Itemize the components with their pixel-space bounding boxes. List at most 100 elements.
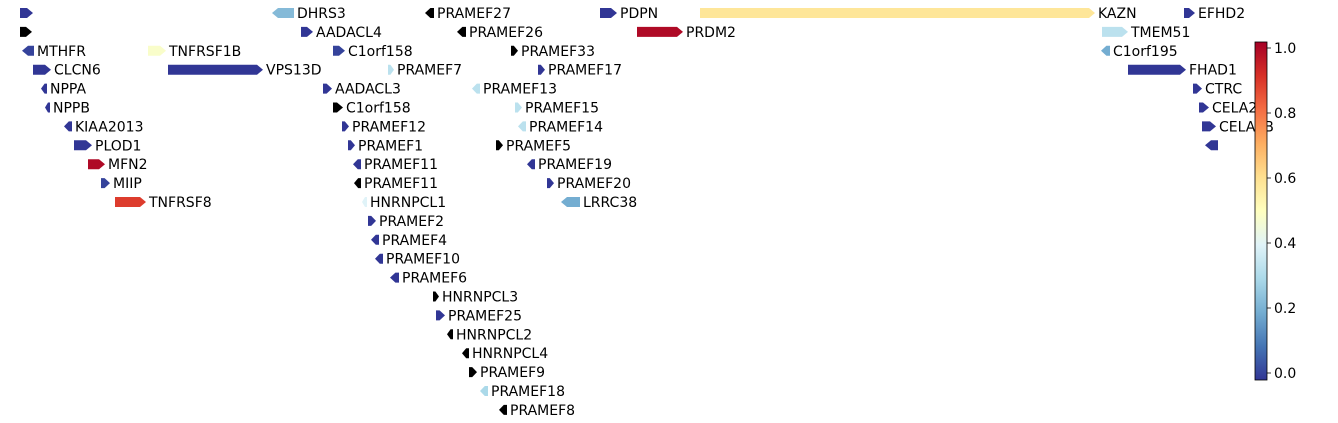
gene-label: PRAMEF4 (382, 233, 447, 249)
gene-arrow (538, 64, 545, 75)
gene-label: PRAMEF25 (448, 308, 522, 324)
gene-arrow (333, 102, 343, 113)
gene-label: EFHD2 (1198, 6, 1245, 22)
gene-arrow (1102, 26, 1128, 37)
gene-arrow (301, 26, 313, 37)
gene-label: PRAMEF20 (557, 176, 631, 192)
gene-label: PRAMEF19 (538, 157, 612, 173)
gene-arrow (1184, 8, 1195, 18)
gene-label: AADACL4 (316, 25, 382, 41)
gene-arrow (496, 140, 503, 151)
colorbar-tick-label: 1.0 (1274, 41, 1296, 57)
gene-arrow (371, 234, 379, 245)
gene-label: MIIP (113, 176, 142, 192)
gene-label: PRAMEF7 (397, 63, 462, 79)
gene-arrow (425, 8, 434, 18)
gene-arrow (547, 178, 554, 189)
gene-label: TMEM51 (1130, 25, 1190, 41)
gene-label: NPPB (53, 101, 90, 117)
gene-label: CTRC (1205, 82, 1242, 98)
gene-arrow (22, 45, 34, 56)
colorbar-tick-label: 0.0 (1274, 366, 1296, 382)
gene-arrow (447, 329, 453, 340)
gene-label: VPS13D (266, 63, 322, 79)
gene-arrow (88, 159, 105, 170)
colorbar-tick-label: 0.8 (1274, 106, 1296, 122)
gene-label: PRDM2 (686, 25, 736, 41)
gene-label: PRAMEF2 (379, 214, 444, 230)
gene-label: PRAMEF9 (480, 365, 545, 381)
gene-label: PRAMEF13 (483, 82, 557, 98)
colorbar-tick-label: 0.4 (1274, 236, 1296, 252)
gene-arrow (561, 197, 580, 207)
gene-arrow (354, 178, 361, 189)
gene-arrow (362, 197, 367, 207)
gene-label: C1orf158 (346, 101, 411, 117)
colorbar-tick-label: 0.2 (1274, 301, 1296, 317)
gene-arrow (1205, 140, 1218, 151)
gene-label: KIAA2013 (75, 119, 143, 135)
gene-arrow (469, 367, 477, 378)
gene-arrow (74, 140, 92, 151)
gene-label: DHRS3 (297, 6, 346, 22)
gene-label: MTHFR (37, 44, 86, 60)
gene-arrow (637, 26, 683, 37)
gene-arrow (518, 121, 526, 132)
gene-arrow (41, 83, 47, 94)
gene-arrow (115, 197, 146, 207)
gene-label: PDPN (620, 6, 658, 22)
gene-label: PRAMEF26 (469, 25, 543, 41)
gene-label: NPPA (50, 82, 86, 98)
gene-arrow (499, 404, 507, 415)
gene-arrow (600, 8, 617, 18)
gene-label: C1orf195 (1113, 44, 1178, 60)
gene-label: PRAMEF11 (364, 176, 438, 192)
gene-label: PRAMEF10 (386, 252, 460, 268)
colorbar: 0.0 0.2 0.4 0.6 0.8 1.0 (1254, 41, 1296, 382)
gene-label: HNRNPCL3 (442, 290, 518, 306)
gene-arrow (272, 8, 294, 18)
gene-arrow (527, 159, 535, 170)
gene-label: C1orf158 (348, 44, 413, 60)
gene-arrow (20, 8, 33, 18)
gene-arrow (1202, 121, 1216, 132)
gene-arrow (1101, 45, 1110, 56)
gene-arrow (511, 45, 518, 56)
gene-label: TNFRSF8 (148, 195, 212, 211)
gene-label: TNFRSF1B (168, 44, 241, 60)
gene-arrow (348, 140, 355, 151)
gene-label: HNRNPCL4 (472, 346, 548, 362)
gene-arrow (436, 310, 445, 321)
gene-label: PRAMEF14 (529, 119, 603, 135)
gene-arrow (375, 253, 383, 264)
gene-arrow (323, 83, 332, 94)
gene-arrow (333, 45, 345, 56)
gene-arrow (388, 64, 394, 75)
gene-label: PLOD1 (95, 138, 141, 154)
gene-arrow (20, 26, 32, 37)
colorbar-ticks: 0.0 0.2 0.4 0.6 0.8 1.0 (1267, 41, 1296, 382)
gene-label: HNRNPCL2 (456, 327, 532, 343)
gene-arrow (368, 215, 376, 226)
gene-arrow (101, 178, 110, 189)
gene-arrow (168, 64, 263, 75)
gene-label: KAZN (1098, 6, 1137, 22)
gene-arrow (33, 64, 51, 75)
gene-label: PRAMEF18 (491, 384, 565, 400)
gene-label: PRAMEF12 (352, 119, 426, 135)
gene-label: PRAMEF27 (437, 6, 511, 22)
gene-arrow (462, 348, 469, 359)
genes-layer: MTHFR CLCN6 NPPA NPPB KIAA2013 PLOD1 MFN2 MIIP T… (20, 6, 1274, 419)
gene-arrow (1193, 83, 1202, 94)
gene-label: PRAMEF8 (510, 403, 575, 419)
gene-label: FHAD1 (1189, 63, 1237, 79)
gene-label: HNRNPCL1 (370, 195, 446, 211)
gene-arrow (1128, 64, 1186, 75)
gene-arrow (390, 272, 399, 283)
gene-label: PRAMEF11 (364, 157, 438, 173)
gene-label: CELA2 (1212, 101, 1257, 117)
gene-arrow (148, 45, 166, 56)
gene-arrow (342, 121, 349, 132)
gene-arrow (480, 386, 488, 396)
